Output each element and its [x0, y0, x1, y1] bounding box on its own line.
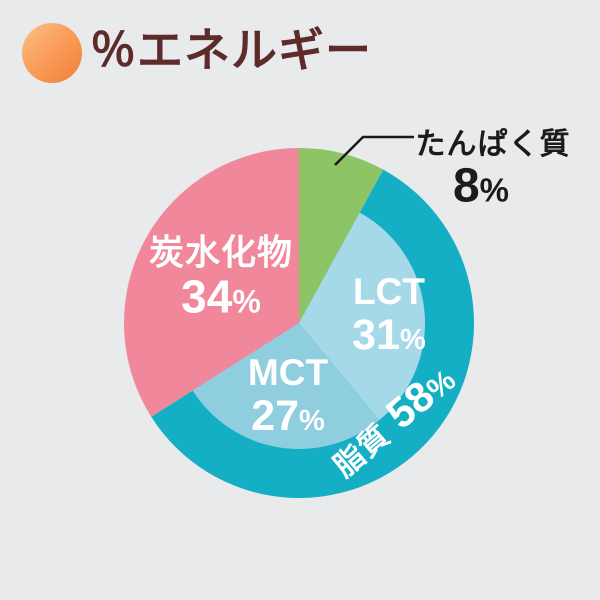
mct-value-line: 27% [248, 393, 328, 439]
protein-label: たんぱく質 [415, 128, 571, 161]
slice-炭水化物 [123, 148, 300, 417]
carb-value-line: 34% [149, 270, 293, 323]
lct-label: LCT 31% [352, 270, 426, 358]
mct-label: MCT 27% [247, 351, 329, 439]
carb-name: 炭水化物 [148, 233, 294, 273]
lct-percent-sign: % [400, 323, 426, 356]
page-title: ％エネルギー [90, 24, 372, 76]
lct-value-line: 31% [352, 312, 426, 358]
protein-percent-sign: % [479, 171, 510, 209]
lct-value: 31 [352, 310, 401, 359]
slice-LCT [299, 212, 425, 421]
orange-circle-icon [22, 23, 82, 83]
protein-value-line: 8% [453, 159, 509, 214]
mct-name: MCT [247, 351, 329, 393]
carb-value: 34 [181, 270, 233, 323]
mct-percent-sign: % [299, 404, 325, 437]
lct-name: LCT [353, 270, 425, 312]
protein-value: 8 [452, 159, 480, 213]
slice-たんぱく質 [299, 148, 384, 323]
protein-callout-line [334, 135, 414, 166]
pie-slices [123, 148, 474, 499]
carb-percent-sign: % [232, 283, 261, 320]
carb-label: 炭水化物 34% [149, 234, 293, 321]
mct-value: 27 [251, 391, 300, 440]
slice-MCT [192, 323, 380, 450]
